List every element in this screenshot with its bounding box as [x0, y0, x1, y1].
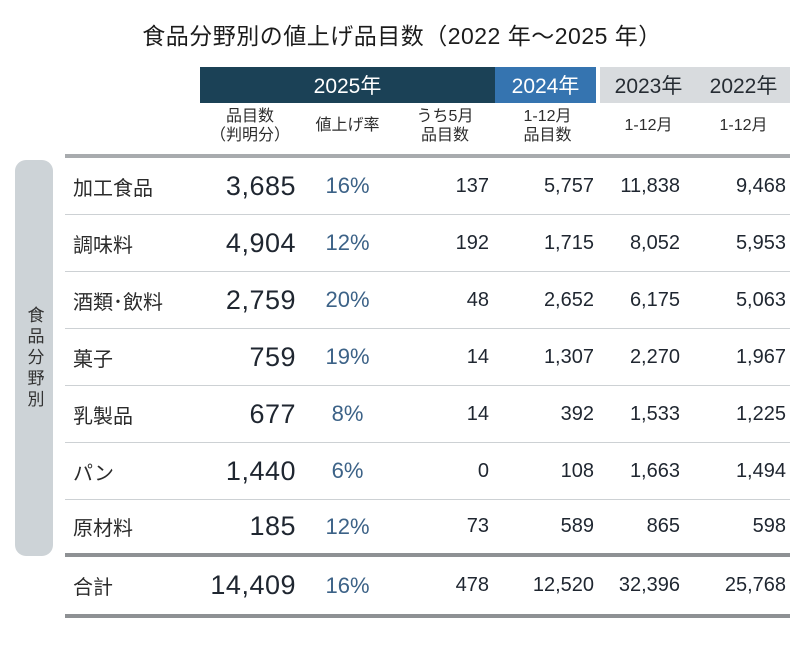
year-band-2023-2022: 2023年 2022年 [600, 67, 790, 103]
row-count-2025: 185 [249, 511, 296, 541]
row-count-2022: 1,225 [735, 402, 786, 425]
year-label-2023: 2023年 [614, 75, 683, 98]
column-header-line: 値上げ率 [315, 117, 380, 135]
year-band-2024: 2024年 [495, 67, 600, 103]
column-header-line: うち5月 [416, 107, 474, 125]
total-may-count: 478 [455, 574, 489, 596]
row-count-2023: 11,838 [620, 174, 680, 197]
table-row: パン 1,440 6% 0 108 1,663 1,494 [65, 443, 790, 500]
row-category-label: 菓子 [73, 348, 113, 371]
table-body: 加工食品 3,685 16% 137 5,757 11,838 9,468 調味… [65, 158, 790, 557]
year-band-row: 2025年 2024年 2023年 2022年 [65, 67, 790, 103]
row-count-2024: 5,757 [543, 174, 594, 197]
row-count-2025: 677 [249, 398, 296, 429]
total-count-2023: 32,396 [618, 574, 680, 596]
row-count-2024: 108 [560, 459, 594, 482]
data-table: 2025年 2024年 2023年 2022年 品目数 （判明分） 値上げ率 う… [65, 67, 790, 618]
total-count-2024: 12,520 [532, 574, 594, 596]
row-may-count: 14 [466, 402, 489, 425]
table-row: 菓子 759 19% 14 1,307 2,270 1,967 [65, 329, 790, 386]
column-header-line: 品目数 [225, 107, 274, 125]
row-rate: 20% [325, 287, 370, 312]
row-may-count: 73 [466, 515, 489, 537]
year-band-2025: 2025年 [200, 67, 495, 103]
row-may-count: 14 [466, 345, 489, 368]
row-may-count: 137 [455, 174, 489, 197]
row-count-2024: 589 [560, 515, 594, 537]
row-count-2025: 1,440 [225, 455, 296, 486]
page-title: 食品分野別の値上げ品目数（2022 年～2025 年） [142, 23, 662, 49]
row-category-label: パン [73, 462, 114, 485]
column-header-row: 品目数 （判明分） 値上げ率 うち5月 品目数 1-12月 品目数 1-12月 … [65, 103, 790, 158]
total-rate: 16% [325, 572, 370, 598]
row-count-2024: 2,652 [543, 288, 594, 311]
total-count-2025: 14,409 [210, 570, 296, 600]
column-header-line: 品目数 [420, 126, 469, 144]
row-may-count: 192 [455, 231, 489, 254]
column-header-may: うち5月 品目数 [395, 103, 495, 154]
row-count-2023: 8,052 [629, 231, 680, 254]
row-count-2025: 3,685 [225, 170, 296, 201]
row-count-2023: 865 [646, 515, 680, 537]
table-row: 加工食品 3,685 16% 137 5,757 11,838 9,468 [65, 158, 790, 215]
table-row: 原材料 185 12% 73 589 865 598 [65, 500, 790, 557]
column-header-line: 1-12月 [523, 107, 572, 125]
year-label-2022: 2022年 [709, 75, 778, 98]
row-may-count: 0 [477, 459, 489, 482]
row-rate: 19% [325, 344, 370, 369]
row-rate: 6% [331, 458, 364, 483]
row-count-2022: 1,494 [735, 459, 786, 482]
row-count-2022: 598 [752, 515, 786, 537]
row-rate: 8% [331, 401, 364, 426]
total-row: 合計 14,409 16% 478 12,520 32,396 25,768 [65, 557, 790, 618]
row-count-2023: 1,663 [629, 459, 680, 482]
column-header-2024: 1-12月 品目数 [495, 103, 600, 154]
row-count-2024: 1,307 [543, 345, 594, 368]
row-category-label: 原材料 [73, 518, 133, 540]
table-row: 調味料 4,904 12% 192 1,715 8,052 5,953 [65, 215, 790, 272]
column-header-line: 1-12月 [624, 117, 673, 135]
column-header-line: （判明分） [209, 126, 290, 144]
column-header-line: 品目数 [523, 126, 572, 144]
column-header-rate: 値上げ率 [300, 103, 395, 154]
column-header-count2025: 品目数 （判明分） [200, 103, 300, 154]
row-rate: 16% [325, 173, 370, 198]
year-label-2024: 2024年 [511, 75, 580, 98]
column-header-spacer [65, 103, 200, 154]
row-count-2023: 1,533 [629, 402, 680, 425]
row-rate: 12% [325, 230, 370, 255]
row-count-2025: 759 [249, 341, 296, 372]
row-count-2023: 6,175 [629, 288, 680, 311]
row-category-label: 調味料 [73, 234, 133, 257]
column-header-2023: 1-12月 [600, 103, 697, 154]
row-count-2022: 5,063 [735, 288, 786, 311]
row-category-label: 乳製品 [73, 405, 133, 428]
total-category-label: 合計 [73, 577, 113, 599]
row-count-2022: 9,468 [735, 174, 786, 197]
row-may-count: 48 [466, 288, 489, 311]
category-axis-bar: 食品分野別 [15, 160, 53, 556]
column-header-line: 1-12月 [719, 117, 768, 135]
category-axis-label: 食品分野別 [24, 305, 44, 411]
row-count-2024: 1,715 [543, 231, 594, 254]
row-count-2024: 392 [560, 402, 594, 425]
row-category-label: 加工食品 [73, 177, 153, 200]
row-count-2023: 2,270 [629, 345, 680, 368]
column-header-2022: 1-12月 [697, 103, 790, 154]
table-row: 酒類･飲料 2,759 20% 48 2,652 6,175 5,063 [65, 272, 790, 329]
row-count-2022: 1,967 [735, 345, 786, 368]
year-label-2025: 2025年 [313, 75, 382, 98]
row-count-2025: 4,904 [225, 227, 296, 258]
total-count-2022: 25,768 [724, 574, 786, 596]
table-row: 乳製品 677 8% 14 392 1,533 1,225 [65, 386, 790, 443]
row-rate: 12% [325, 513, 370, 539]
row-count-2022: 5,953 [735, 231, 786, 254]
row-count-2025: 2,759 [225, 284, 296, 315]
row-category-label: 酒類･飲料 [73, 291, 163, 314]
